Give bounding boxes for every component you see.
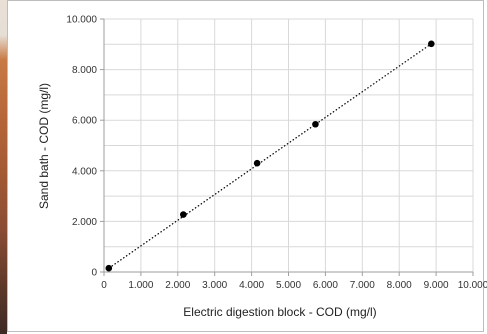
x-tick-labels: 0 1.000 2.000 3.000 4.000 5.000 6.000 7.000 8.00…	[101, 280, 487, 291]
y-tick-label: 8.000	[72, 65, 97, 76]
trendline	[108, 43, 432, 269]
y-axis-title: Sand bath - COD (mg/l)	[37, 83, 51, 209]
data-point	[253, 159, 261, 167]
axes	[100, 18, 474, 276]
x-axis-title: Electric digestion block - COD (mg/l)	[183, 305, 376, 319]
data-point	[312, 120, 319, 128]
x-tick-label: 3.000	[202, 280, 227, 291]
x-tick-label: 10.000	[458, 280, 487, 291]
x-tick-label: 0	[101, 280, 107, 291]
y-tick-label: 10.000	[66, 15, 97, 26]
x-tick-label: 5.000	[276, 280, 301, 291]
trendline-group	[108, 43, 432, 269]
x-tick-label: 8.000	[387, 280, 412, 291]
x-tick-label: 9.000	[424, 280, 449, 291]
x-tick-label: 7.000	[350, 280, 375, 291]
grid-lines	[103, 18, 474, 273]
y-tick-labels: 0 2.000 4.000 6.000 8.000 10.000	[66, 15, 97, 279]
data-points	[105, 40, 435, 272]
x-tick-label: 6.000	[313, 280, 338, 291]
y-tick-label: 2.000	[72, 217, 97, 228]
x-tick-label: 4.000	[239, 280, 264, 291]
y-tick-label: 4.000	[72, 166, 97, 177]
y-tick-label: 6.000	[72, 116, 97, 127]
data-point	[105, 264, 113, 272]
chart-frame	[7, 0, 484, 332]
x-tick-label: 1.000	[128, 280, 153, 291]
x-tick-label: 2.000	[165, 280, 190, 291]
background-photo-edge	[0, 0, 7, 334]
data-point	[180, 211, 187, 218]
data-point	[428, 40, 435, 48]
y-tick-label: 0	[91, 268, 97, 279]
